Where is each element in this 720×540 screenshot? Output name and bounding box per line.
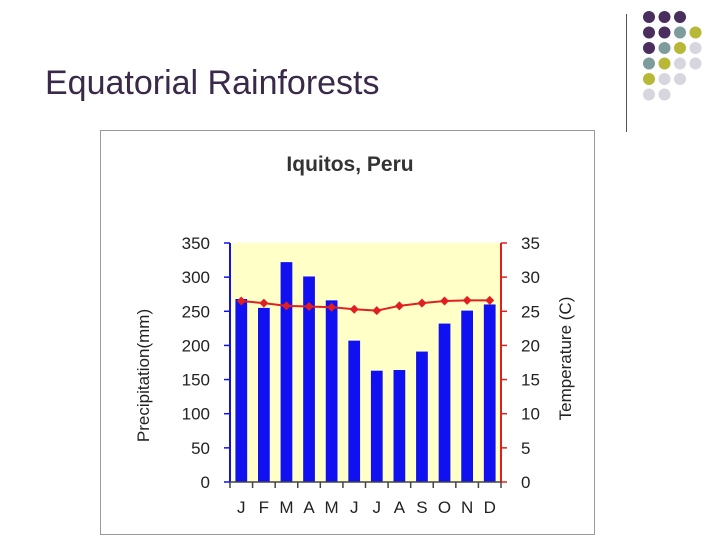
decor-dot — [658, 57, 671, 70]
precipitation-bar — [370, 370, 383, 482]
precipitation-bar — [438, 323, 451, 482]
y-tick-label-left: 100 — [182, 405, 210, 424]
x-tick-label: D — [484, 498, 496, 517]
x-tick-label: J — [373, 498, 382, 517]
chart-title: Iquitos, Peru — [286, 153, 413, 176]
dot-grid-svg — [643, 11, 702, 101]
decor-dot — [643, 88, 655, 101]
header-divider-line — [626, 14, 627, 132]
decor-dot — [658, 73, 671, 85]
y-tick-label-left: 150 — [182, 371, 210, 390]
decor-dot — [658, 26, 671, 39]
decor-dot — [689, 57, 702, 70]
precipitation-bar — [348, 340, 361, 482]
x-tick-label: M — [325, 498, 339, 517]
y-tick-label-right: 25 — [521, 302, 540, 321]
y-tick-label-left: 250 — [182, 302, 210, 321]
temperature-point — [281, 301, 291, 311]
decor-dot — [689, 42, 702, 54]
x-tick-label: N — [461, 498, 473, 517]
precipitation-bar — [258, 307, 270, 482]
precipitation-bar — [416, 351, 428, 482]
decor-dot — [674, 11, 686, 23]
decor-dot — [643, 11, 655, 23]
temperature-point — [485, 295, 495, 305]
temperature-point — [259, 298, 269, 308]
decor-dot — [643, 57, 655, 70]
temperature-point — [462, 295, 472, 305]
temperature-point — [236, 296, 246, 306]
decor-dot — [689, 26, 702, 39]
climate-chart: Iquitos, Peru Precipitation(mm) Temperat… — [134, 153, 575, 517]
x-tick-label: A — [394, 498, 406, 517]
decor-dot — [674, 57, 686, 70]
y-tick-label-right: 0 — [521, 473, 530, 492]
precipitation-bar — [235, 298, 248, 482]
decor-dot — [674, 26, 686, 39]
decor-dot — [643, 26, 655, 39]
y-axis-label-left: Precipitation(mm) — [134, 309, 153, 442]
precipitation-bar — [393, 370, 406, 482]
y-tick-label-right: 15 — [521, 371, 540, 390]
y-tick-label-left: 300 — [182, 268, 210, 287]
x-tick-label: F — [259, 498, 269, 517]
temperature-point — [440, 296, 450, 306]
x-tick-label: J — [237, 498, 246, 517]
decor-dot — [658, 11, 671, 23]
temperature-point — [394, 301, 404, 311]
y-tick-label-left: 200 — [182, 336, 210, 355]
y-tick-label-left: 0 — [201, 473, 210, 492]
y-tick-label-right: 10 — [521, 405, 540, 424]
precipitation-bar — [325, 300, 338, 482]
decor-dot — [658, 88, 671, 101]
precipitation-bar — [303, 276, 315, 482]
x-tick-label: J — [350, 498, 359, 517]
slide-title: Equatorial Rainforests — [45, 64, 380, 102]
precipitation-bar — [483, 304, 496, 482]
y-axis-label-right: Temperature (C) — [556, 297, 575, 421]
precipitation-bar — [461, 310, 473, 482]
x-tick-label: M — [279, 498, 293, 517]
precipitation-bar — [280, 262, 293, 482]
temperature-point — [372, 306, 382, 316]
decor-dot — [643, 42, 655, 54]
decor-dot — [674, 42, 686, 54]
decor-dot — [674, 73, 686, 85]
y-tick-label-right: 20 — [521, 336, 540, 355]
decorative-dot-grid — [0, 0, 720, 140]
y-tick-label-right: 30 — [521, 268, 540, 287]
y-tick-label-right: 5 — [521, 439, 530, 458]
temperature-point — [304, 302, 314, 312]
y-tick-label-left: 350 — [182, 234, 210, 253]
x-tick-label: S — [416, 498, 427, 517]
temperature-point — [417, 298, 427, 308]
y-tick-label-left: 50 — [191, 439, 210, 458]
chart-frame: Iquitos, Peru Precipitation(mm) Temperat… — [100, 130, 595, 535]
x-tick-label: O — [438, 498, 451, 517]
decor-dot — [643, 73, 655, 85]
decor-dot — [658, 42, 671, 54]
x-tick-label: A — [303, 498, 315, 517]
temperature-point — [349, 304, 359, 314]
y-tick-label-right: 35 — [521, 234, 540, 253]
plot-area — [230, 243, 501, 482]
temperature-point — [327, 302, 337, 312]
